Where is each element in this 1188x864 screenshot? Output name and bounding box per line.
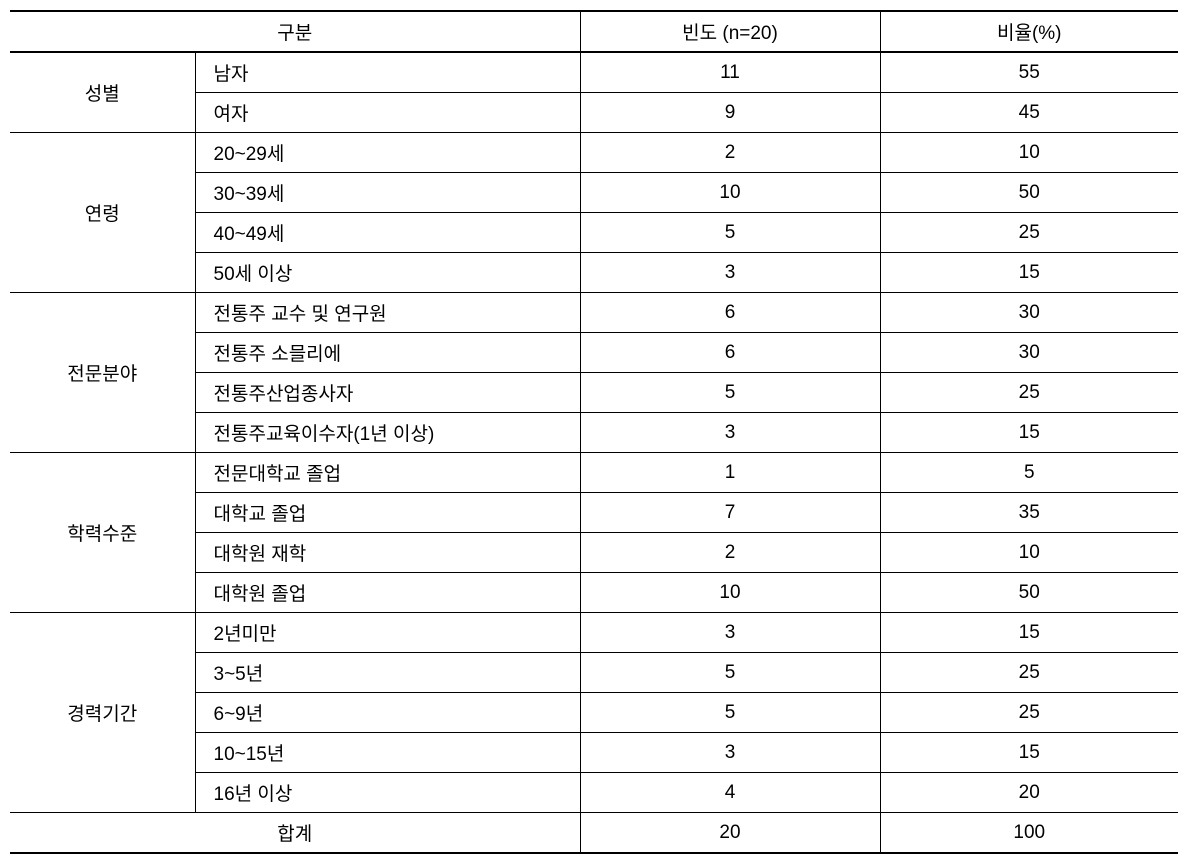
- count-cell: 11: [580, 52, 880, 93]
- sub-cell: 30~39세: [195, 173, 580, 213]
- pct-cell: 25: [880, 653, 1178, 693]
- sub-cell: 남자: [195, 52, 580, 93]
- count-cell: 5: [580, 693, 880, 733]
- pct-cell: 25: [880, 373, 1178, 413]
- pct-cell: 15: [880, 413, 1178, 453]
- count-cell: 1: [580, 453, 880, 493]
- sub-cell: 2년미만: [195, 613, 580, 653]
- pct-cell: 50: [880, 173, 1178, 213]
- total-count: 20: [580, 813, 880, 854]
- sub-cell: 전통주교육이수자(1년 이상): [195, 413, 580, 453]
- header-row: 구분 빈도 (n=20) 비율(%): [10, 11, 1178, 52]
- count-cell: 5: [580, 373, 880, 413]
- total-pct: 100: [880, 813, 1178, 854]
- sub-cell: 3~5년: [195, 653, 580, 693]
- pct-cell: 15: [880, 253, 1178, 293]
- pct-cell: 35: [880, 493, 1178, 533]
- table-body: 성별 남자 11 55 여자 9 45 연령 20~29세 2 10 30~39…: [10, 52, 1178, 853]
- pct-cell: 30: [880, 293, 1178, 333]
- category-cell: 연령: [10, 133, 195, 293]
- table-row: 성별 남자 11 55: [10, 52, 1178, 93]
- sub-cell: 10~15년: [195, 733, 580, 773]
- pct-cell: 50: [880, 573, 1178, 613]
- count-cell: 9: [580, 93, 880, 133]
- sub-cell: 전통주 교수 및 연구원: [195, 293, 580, 333]
- category-cell: 경력기간: [10, 613, 195, 813]
- header-category: 구분: [10, 11, 580, 52]
- sub-cell: 전통주 소믈리에: [195, 333, 580, 373]
- pct-cell: 55: [880, 52, 1178, 93]
- total-label: 합계: [10, 813, 580, 854]
- total-row: 합계 20 100: [10, 813, 1178, 854]
- count-cell: 7: [580, 493, 880, 533]
- table-row: 전문분야 전통주 교수 및 연구원 6 30: [10, 293, 1178, 333]
- count-cell: 3: [580, 413, 880, 453]
- pct-cell: 5: [880, 453, 1178, 493]
- count-cell: 2: [580, 133, 880, 173]
- demographics-table: 구분 빈도 (n=20) 비율(%) 성별 남자 11 55 여자 9 45 연…: [10, 10, 1178, 854]
- pct-cell: 45: [880, 93, 1178, 133]
- pct-cell: 10: [880, 133, 1178, 173]
- sub-cell: 대학교 졸업: [195, 493, 580, 533]
- table-row: 경력기간 2년미만 3 15: [10, 613, 1178, 653]
- count-cell: 3: [580, 253, 880, 293]
- header-count: 빈도 (n=20): [580, 11, 880, 52]
- pct-cell: 15: [880, 733, 1178, 773]
- table-row: 연령 20~29세 2 10: [10, 133, 1178, 173]
- sub-cell: 여자: [195, 93, 580, 133]
- header-pct: 비율(%): [880, 11, 1178, 52]
- count-cell: 3: [580, 733, 880, 773]
- pct-cell: 20: [880, 773, 1178, 813]
- count-cell: 3: [580, 613, 880, 653]
- sub-cell: 20~29세: [195, 133, 580, 173]
- pct-cell: 15: [880, 613, 1178, 653]
- category-cell: 성별: [10, 52, 195, 133]
- sub-cell: 전문대학교 졸업: [195, 453, 580, 493]
- pct-cell: 10: [880, 533, 1178, 573]
- sub-cell: 16년 이상: [195, 773, 580, 813]
- sub-cell: 대학원 졸업: [195, 573, 580, 613]
- count-cell: 6: [580, 293, 880, 333]
- count-cell: 10: [580, 573, 880, 613]
- count-cell: 10: [580, 173, 880, 213]
- count-cell: 2: [580, 533, 880, 573]
- category-cell: 학력수준: [10, 453, 195, 613]
- sub-cell: 50세 이상: [195, 253, 580, 293]
- count-cell: 4: [580, 773, 880, 813]
- pct-cell: 30: [880, 333, 1178, 373]
- count-cell: 6: [580, 333, 880, 373]
- count-cell: 5: [580, 653, 880, 693]
- category-cell: 전문분야: [10, 293, 195, 453]
- sub-cell: 40~49세: [195, 213, 580, 253]
- table-row: 학력수준 전문대학교 졸업 1 5: [10, 453, 1178, 493]
- pct-cell: 25: [880, 693, 1178, 733]
- sub-cell: 6~9년: [195, 693, 580, 733]
- sub-cell: 전통주산업종사자: [195, 373, 580, 413]
- count-cell: 5: [580, 213, 880, 253]
- pct-cell: 25: [880, 213, 1178, 253]
- sub-cell: 대학원 재학: [195, 533, 580, 573]
